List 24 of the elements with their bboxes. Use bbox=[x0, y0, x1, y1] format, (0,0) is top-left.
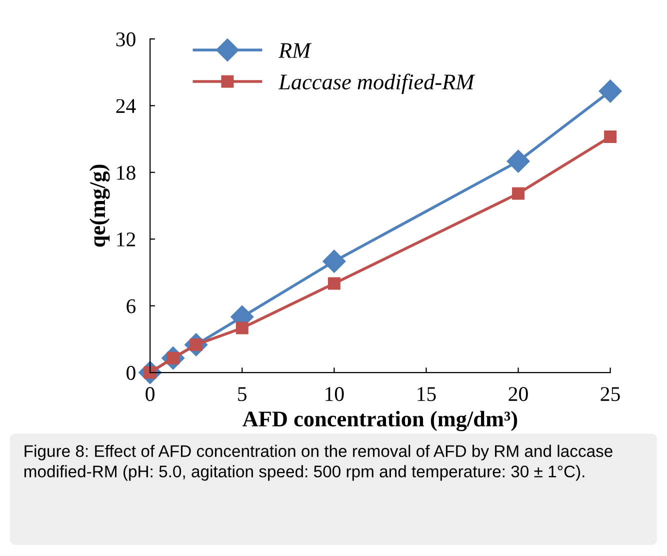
x-tick-label: 5 bbox=[238, 387, 247, 402]
x-tick-label: 25 bbox=[600, 387, 620, 402]
legend-label: Laccase modified-RM bbox=[278, 74, 476, 94]
y-tick-label: 12 bbox=[117, 232, 136, 246]
point bbox=[604, 130, 617, 144]
x-tick-label: 0 bbox=[146, 387, 154, 402]
x-tick-label: 15 bbox=[418, 387, 436, 402]
point bbox=[322, 250, 346, 273]
point bbox=[598, 80, 622, 103]
y-axis-title: qe(mg/g) bbox=[89, 164, 110, 247]
x-tick-label: 20 bbox=[508, 387, 528, 402]
x-axis-title: AFD concentration (mg/dm³) bbox=[242, 410, 518, 432]
y-tick-label: 6 bbox=[126, 299, 136, 314]
point bbox=[506, 150, 530, 173]
x-tick-label: 10 bbox=[326, 387, 344, 402]
caption: Figure 8: Effect of AFD concentration on the removal of AFD by RM and laccase modified-RM (pH: 5.0, agitation speed: 500 rpm and temperature: 30 ± 1°C). bbox=[24, 444, 612, 481]
y-tick-label: 24 bbox=[116, 99, 136, 113]
point bbox=[512, 187, 525, 200]
y-tick-label: 30 bbox=[116, 32, 136, 46]
y-tick-label: 18 bbox=[117, 166, 136, 180]
point bbox=[236, 322, 248, 334]
point bbox=[328, 277, 340, 290]
y-tick-label: 0 bbox=[126, 366, 136, 380]
legend-label: RM bbox=[278, 43, 312, 58]
